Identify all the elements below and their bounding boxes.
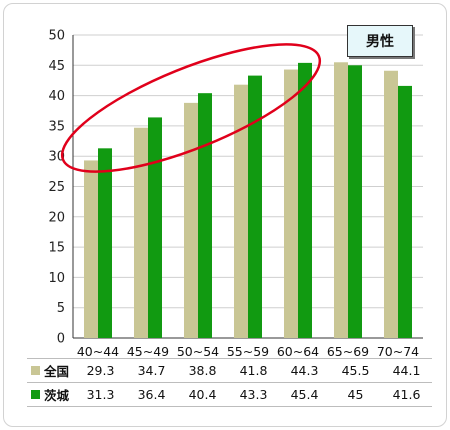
table-cell: 45 (330, 382, 381, 407)
legend-swatch (31, 366, 40, 375)
series-name: 茨城 (44, 388, 70, 403)
bar-national (134, 127, 148, 338)
table-cell: 31.3 (75, 382, 126, 407)
table-cell: 43.3 (228, 382, 279, 407)
y-tick-label: 0 (57, 332, 65, 347)
table-cell: 38.8 (177, 358, 228, 383)
row-label: 全国 (27, 358, 75, 383)
bar-ibaraki (198, 93, 212, 339)
grid-lines (72, 34, 423, 339)
highlight-ellipse (60, 43, 322, 173)
y-tick-label: 40 (48, 89, 65, 104)
y-tick-label: 10 (48, 271, 65, 286)
bar-national (334, 62, 348, 339)
bar-national (184, 102, 198, 338)
table-cell: 45.4 (279, 382, 330, 407)
bar-ibaraki (98, 148, 112, 338)
legend-title-box: 男性 (347, 25, 413, 57)
bar-national (384, 70, 398, 338)
chart-figure (3, 3, 447, 427)
y-tick-label: 20 (48, 210, 65, 225)
y-tick-label: 35 (48, 119, 65, 134)
table-row: 全国 29.3 34.7 38.8 41.8 44.3 45.5 44.1 (27, 358, 432, 383)
table-row: 茨城 31.3 36.4 40.4 43.3 45.4 45 41.6 (27, 382, 432, 407)
bar-ibaraki (148, 117, 162, 338)
row-label: 茨城 (27, 382, 75, 407)
table-cell: 29.3 (75, 358, 126, 383)
table-cell: 45.5 (330, 358, 381, 383)
bar-ibaraki (348, 65, 362, 339)
table-cell: 34.7 (126, 358, 177, 383)
legend-title: 男性 (366, 34, 394, 50)
x-tick-label: 55~59 (227, 344, 269, 359)
y-tick-label: 50 (48, 29, 65, 44)
bar-ibaraki (248, 75, 262, 339)
y-tick-label: 15 (48, 241, 65, 256)
y-tick-label: 5 (57, 301, 65, 316)
x-tick-label: 50~54 (177, 344, 219, 359)
x-axis-ticks: 40~44 45~49 50~54 55~59 60~64 65~69 70~74 (77, 344, 419, 359)
bars (84, 62, 412, 339)
table-cell: 41.6 (381, 382, 432, 407)
bar-national (84, 160, 98, 338)
table-cell: 40.4 (177, 382, 228, 407)
x-tick-label: 65~69 (327, 344, 369, 359)
data-table: 全国 29.3 34.7 38.8 41.8 44.3 45.5 44.1 茨城 31.3 36.4… (27, 358, 432, 407)
legend-swatch (31, 390, 40, 399)
bar-national (284, 69, 298, 339)
table-cell: 44.3 (279, 358, 330, 383)
series-name: 全国 (44, 364, 70, 379)
x-tick-label: 70~74 (377, 344, 419, 359)
table-cell: 44.1 (381, 358, 432, 383)
bar-ibaraki (398, 85, 412, 339)
x-tick-label: 60~64 (277, 344, 319, 359)
bar-ibaraki (298, 62, 312, 338)
table-cell: 36.4 (126, 382, 177, 407)
y-tick-label: 45 (48, 59, 65, 74)
x-tick-label: 40~44 (77, 344, 119, 359)
table-cell: 41.8 (228, 358, 279, 383)
y-tick-label: 25 (48, 180, 65, 195)
y-tick-label: 30 (48, 150, 65, 165)
y-axis-ticks: 0 5 10 15 20 25 30 35 40 45 50 (48, 29, 65, 347)
x-tick-label: 45~49 (127, 344, 169, 359)
bar-national (234, 84, 248, 338)
